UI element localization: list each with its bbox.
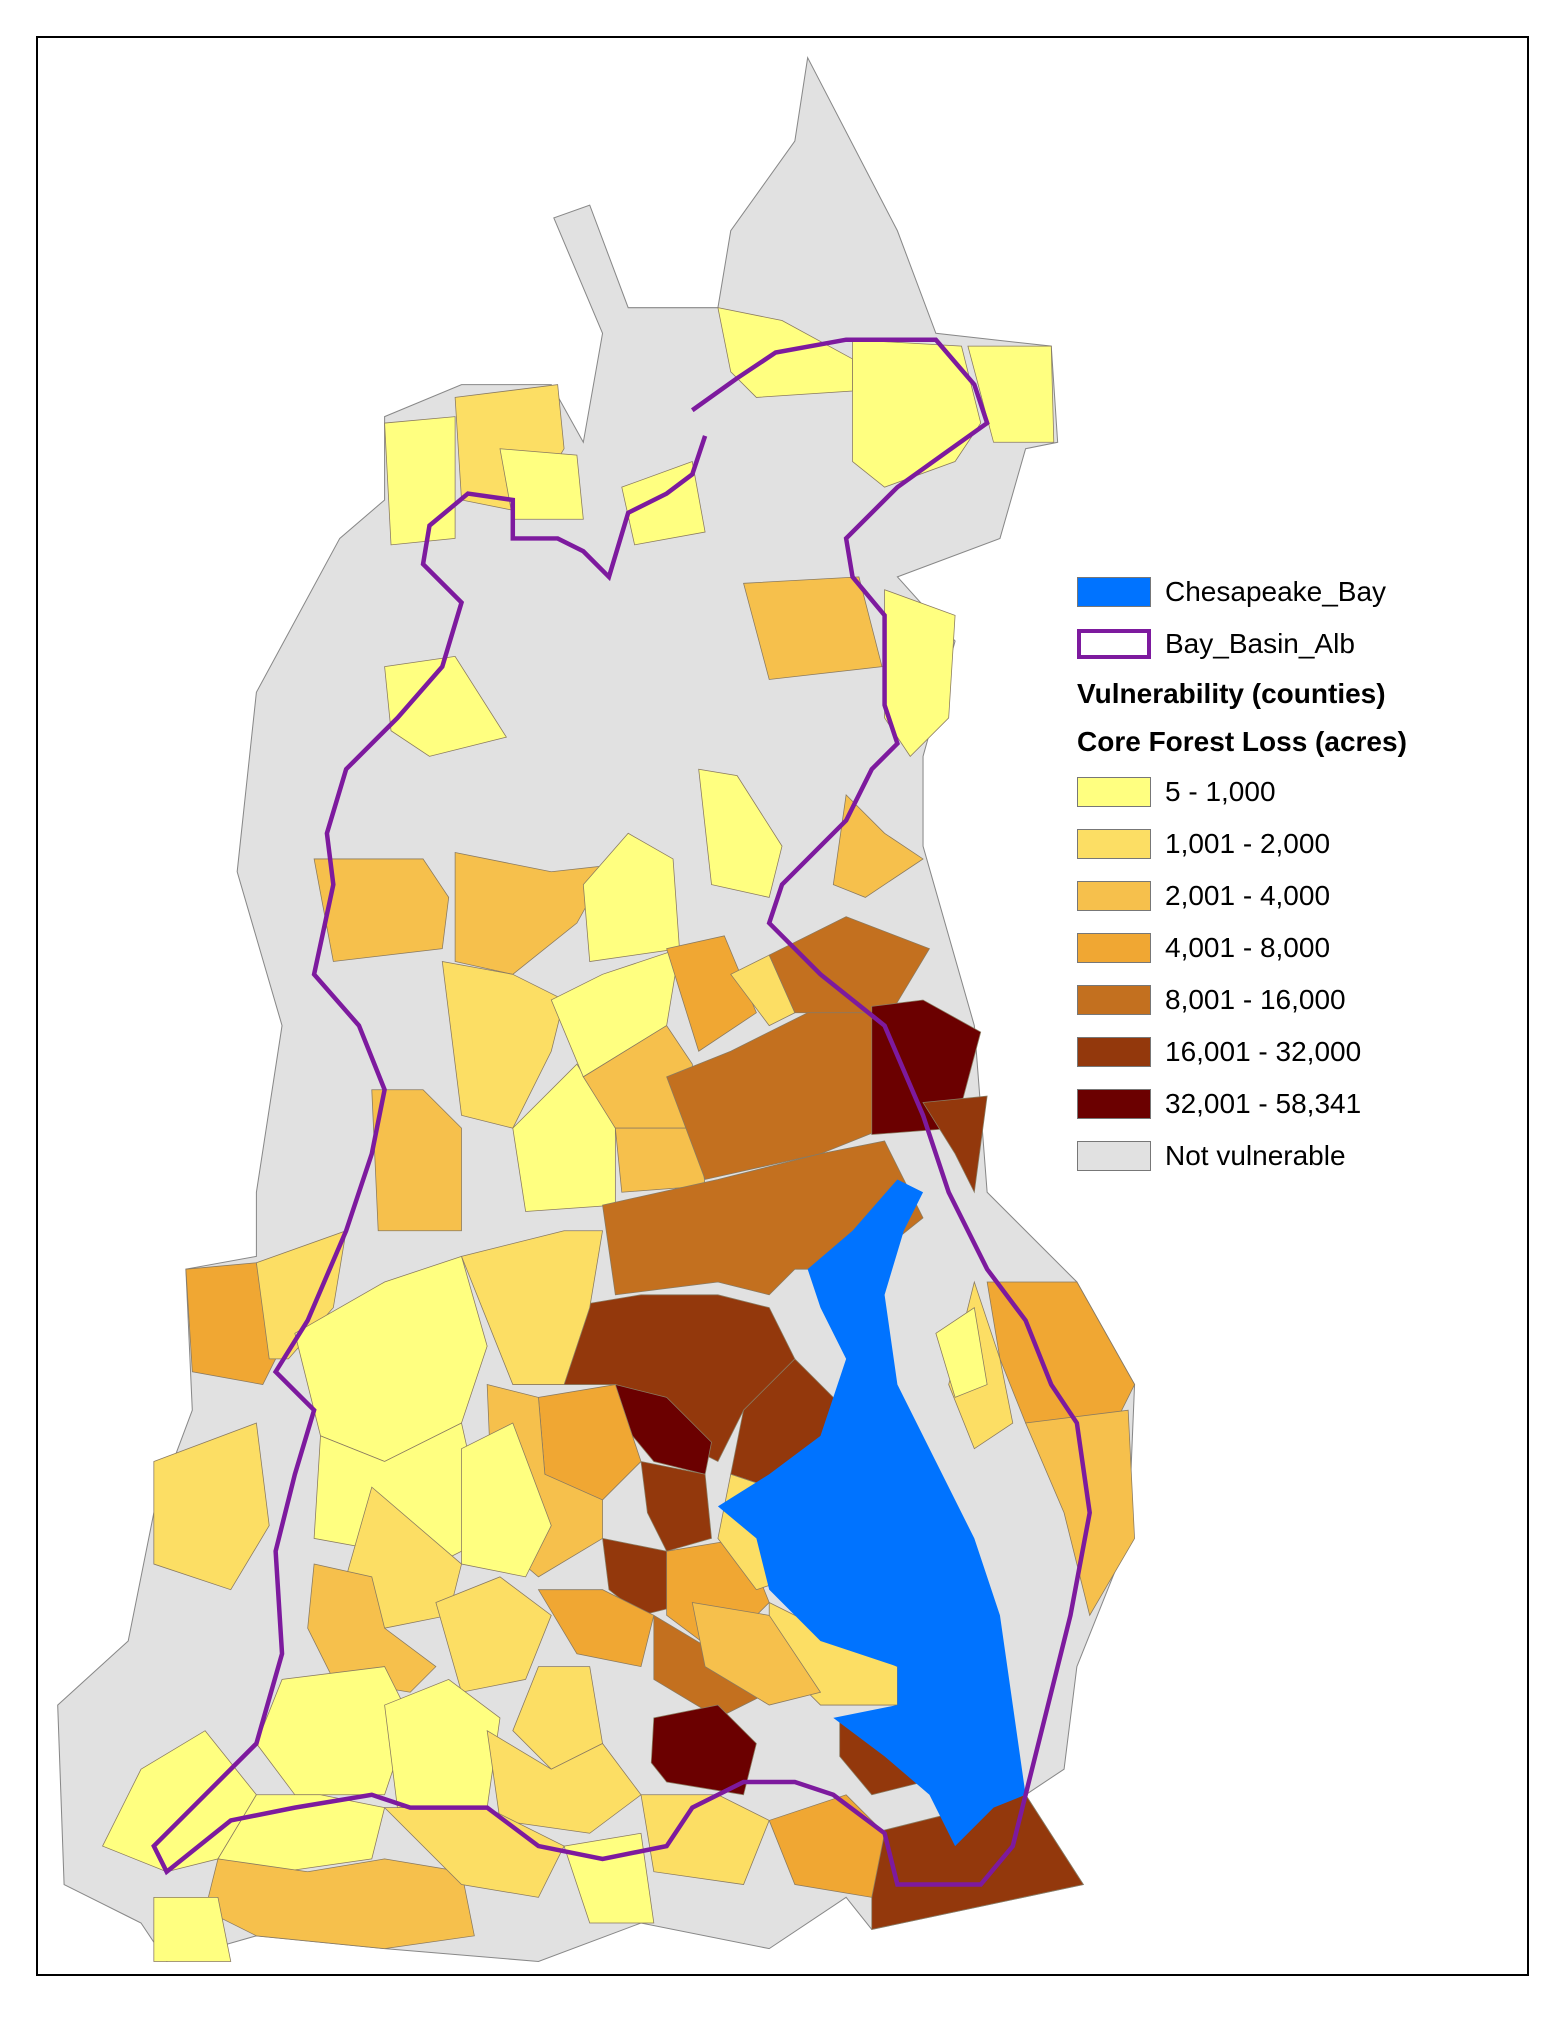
county-polygon	[537, 1589, 655, 1668]
county-polygon	[435, 1576, 552, 1693]
legend-label: 32,001 - 58,341	[1165, 1088, 1362, 1119]
county-polygon	[650, 1704, 757, 1796]
county-polygon	[1025, 1409, 1135, 1617]
county-polygon	[313, 858, 450, 962]
county-polygon	[153, 1896, 232, 1962]
legend-swatch-bay	[1077, 577, 1151, 607]
legend-item-class: 2,001 - 4,000	[1077, 870, 1407, 922]
county-polygon	[461, 1422, 552, 1578]
legend-swatch	[1077, 1141, 1151, 1171]
legend-subheading: Core Forest Loss (acres)	[1077, 726, 1407, 757]
county-polygon	[922, 1095, 988, 1194]
legend-item-basin: Bay_Basin_Alb	[1077, 618, 1407, 670]
county-polygon	[768, 1794, 885, 1898]
legend-label: 2,001 - 4,000	[1165, 880, 1331, 911]
county-polygon	[935, 1306, 988, 1398]
legend-item-class: 4,001 - 8,000	[1077, 922, 1407, 974]
legend-swatch	[1077, 933, 1151, 963]
legend-item-class: 32,001 - 58,341	[1077, 1078, 1407, 1130]
county-polygon	[698, 768, 783, 898]
legend-swatch	[1077, 829, 1151, 859]
legend-label: 1,001 - 2,000	[1165, 828, 1331, 859]
legend-swatch	[1077, 1089, 1151, 1119]
legend-item-bay: Chesapeake_Bay	[1077, 566, 1407, 618]
county-polygon	[832, 794, 924, 898]
county-polygon	[512, 1063, 616, 1212]
legend-swatch	[1077, 1037, 1151, 1067]
county-polygon	[384, 416, 456, 546]
county-polygon	[768, 916, 931, 1014]
county-polygon	[454, 852, 610, 975]
county-polygon	[185, 1262, 277, 1385]
county-polygon	[499, 448, 584, 520]
legend-label: 4,001 - 8,000	[1165, 932, 1331, 963]
county-polygon	[691, 1602, 822, 1706]
legend-swatch-basin	[1077, 629, 1151, 659]
chesapeake-bay-water	[717, 1179, 1026, 1847]
legend-label: 16,001 - 32,000	[1165, 1036, 1362, 1067]
legend-label: 5 - 1,000	[1165, 776, 1276, 807]
county-polygon	[582, 832, 680, 962]
bay-basin-boundary	[151, 337, 1092, 1887]
legend-label: Bay_Basin_Alb	[1165, 628, 1355, 659]
county-polygon	[460, 1230, 603, 1385]
legend-heading: Vulnerability (counties)	[1077, 678, 1386, 709]
map-frame	[36, 36, 1529, 1976]
county-polygon	[550, 948, 680, 1078]
county-polygon	[153, 1422, 270, 1591]
county-polygon	[666, 935, 757, 1052]
legend-item-class: Not vulnerable	[1077, 1130, 1407, 1182]
county-polygon	[743, 576, 883, 680]
county-polygon	[307, 1563, 437, 1693]
legend-swatch	[1077, 881, 1151, 911]
legend-swatch	[1077, 985, 1151, 1015]
map-legend: Chesapeake_Bay Bay_Basin_Alb Vulnerabili…	[1077, 566, 1407, 1182]
county-polygon	[441, 961, 565, 1129]
county-polygon	[640, 1794, 770, 1885]
legend-label: Chesapeake_Bay	[1165, 576, 1387, 607]
legend-item-class: 16,001 - 32,000	[1077, 1026, 1407, 1078]
county-polygon	[640, 1460, 712, 1552]
legend-label: 8,001 - 16,000	[1165, 984, 1346, 1015]
legend-swatch	[1077, 777, 1151, 807]
legend-label: Not vulnerable	[1165, 1140, 1346, 1171]
legend-item-class: 1,001 - 2,000	[1077, 818, 1407, 870]
legend-item-class: 8,001 - 16,000	[1077, 974, 1407, 1026]
legend-item-class: 5 - 1,000	[1077, 766, 1407, 818]
county-polygon	[371, 1089, 462, 1232]
